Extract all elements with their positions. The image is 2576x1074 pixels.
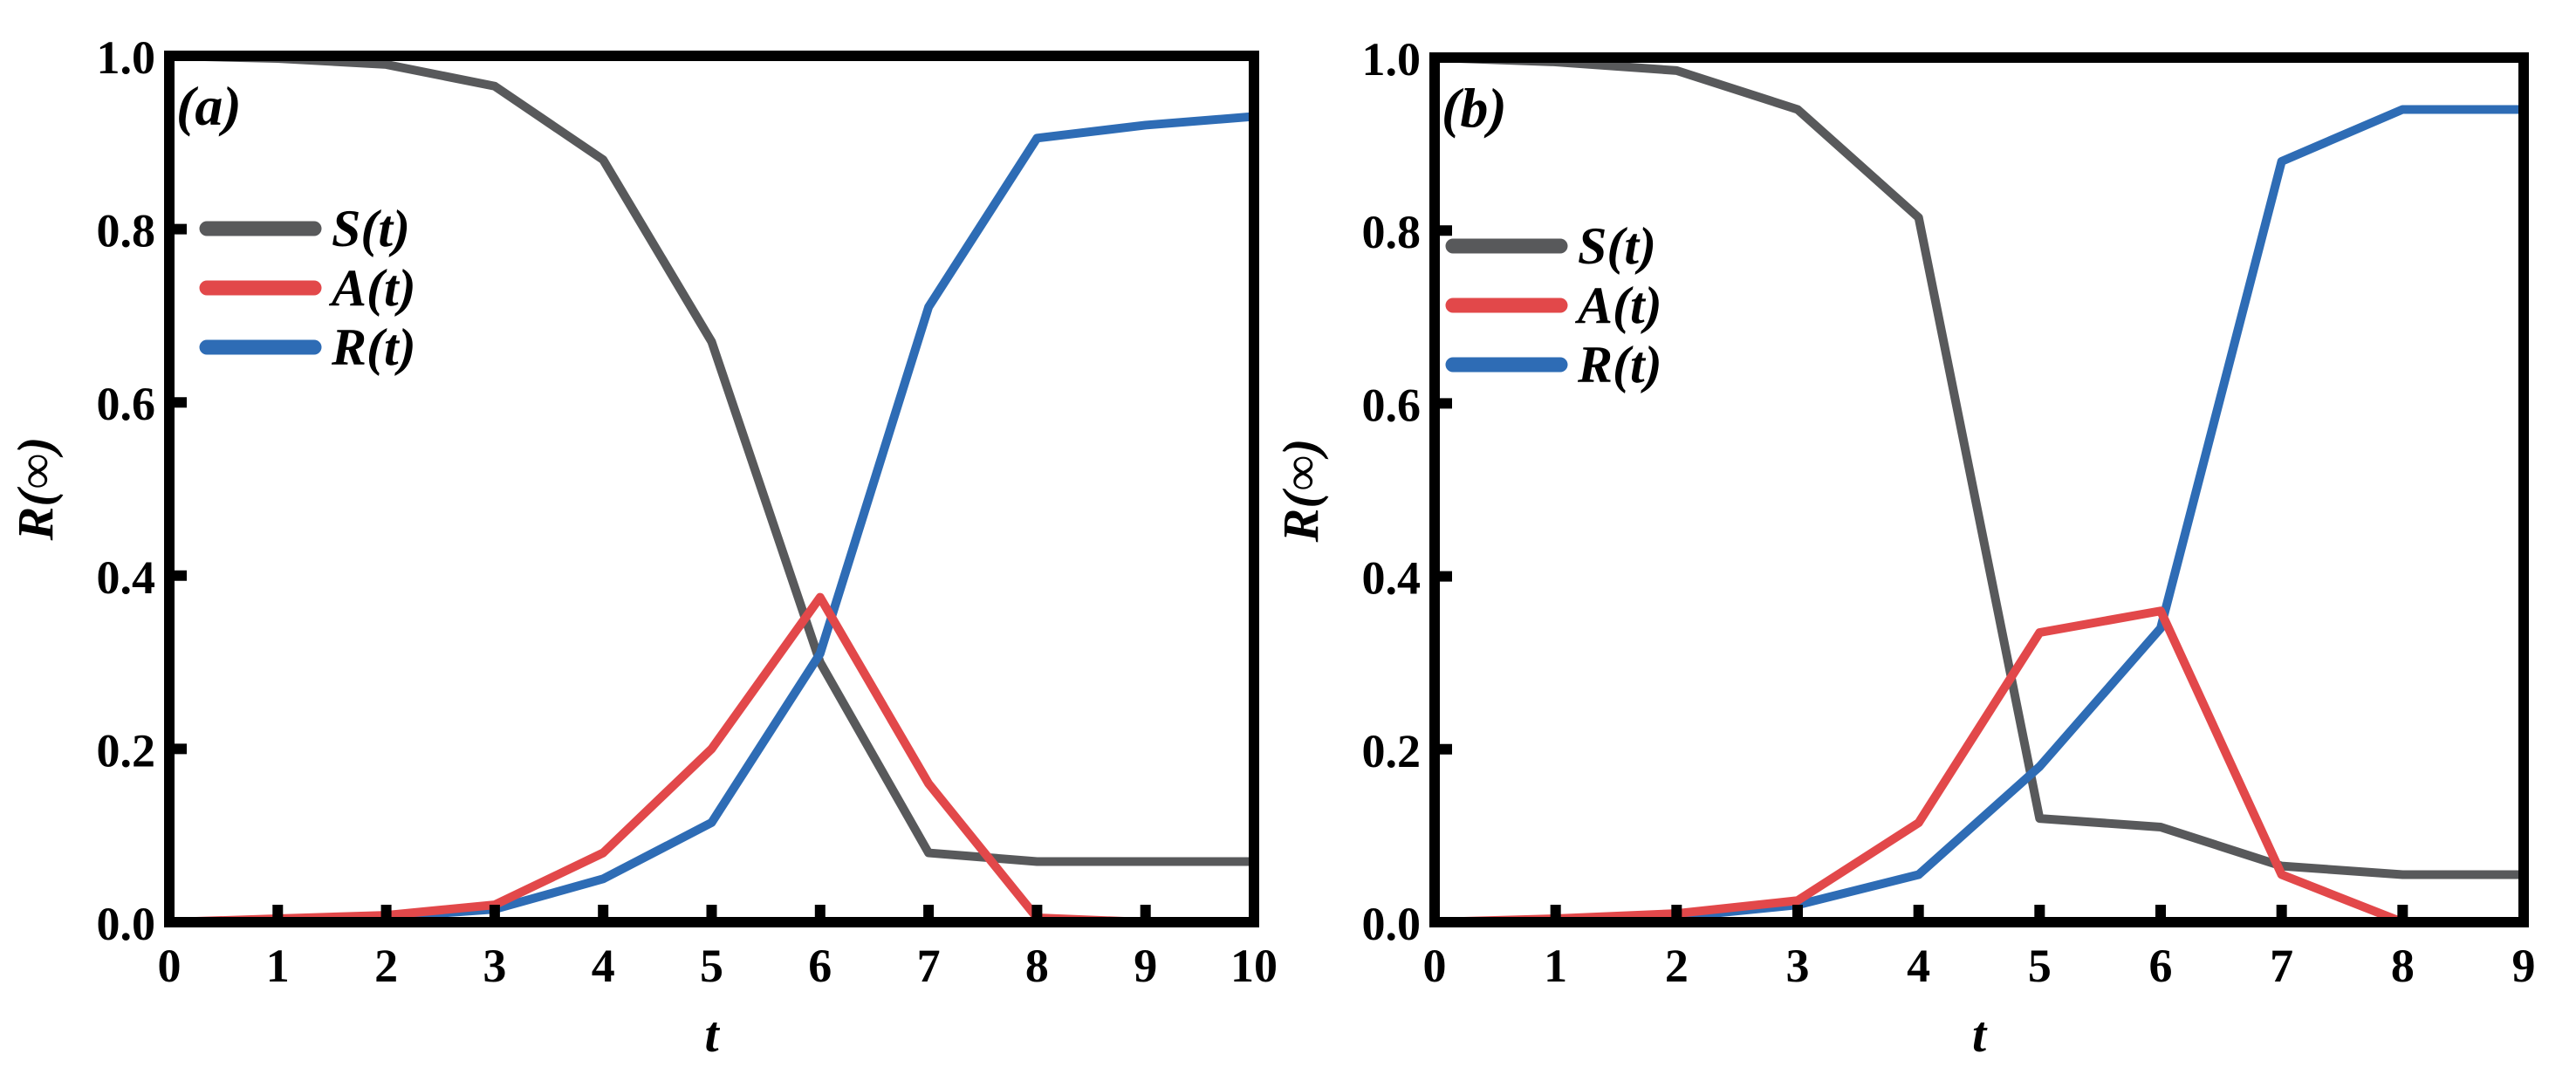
svg-text:t: t (1972, 1006, 1988, 1063)
svg-text:6: 6 (808, 940, 832, 992)
svg-text:R(∞): R(∞) (7, 437, 64, 542)
svg-text:0.6: 0.6 (1362, 379, 1422, 431)
svg-text:7: 7 (917, 940, 941, 992)
svg-text:S(t): S(t) (1578, 217, 1656, 275)
svg-text:9: 9 (1134, 940, 1157, 992)
svg-text:S(t): S(t) (332, 200, 410, 257)
svg-text:0.6: 0.6 (97, 378, 156, 430)
svg-text:0.8: 0.8 (97, 205, 156, 257)
svg-text:3: 3 (1786, 940, 1810, 992)
svg-text:3: 3 (483, 940, 506, 992)
svg-text:1: 1 (266, 940, 290, 992)
svg-text:5: 5 (2028, 940, 2052, 992)
svg-text:0.8: 0.8 (1362, 206, 1422, 258)
svg-text:0.4: 0.4 (1362, 552, 1422, 605)
svg-text:7: 7 (2270, 940, 2293, 992)
svg-text:0.2: 0.2 (1362, 725, 1422, 777)
svg-text:0.4: 0.4 (97, 551, 156, 604)
svg-text:(b): (b) (1442, 77, 1507, 139)
svg-text:0.2: 0.2 (97, 724, 156, 776)
svg-text:0.0: 0.0 (1362, 898, 1422, 950)
svg-text:(a): (a) (176, 75, 242, 137)
svg-text:0: 0 (1423, 940, 1447, 992)
svg-text:4: 4 (1907, 940, 1930, 992)
svg-text:5: 5 (700, 940, 723, 992)
svg-text:R(t): R(t) (331, 318, 416, 376)
svg-text:A(t): A(t) (1574, 277, 1662, 334)
svg-text:1.0: 1.0 (1362, 33, 1422, 86)
svg-text:R(t): R(t) (1577, 336, 1662, 393)
svg-text:R(∞): R(∞) (1272, 439, 1329, 544)
svg-text:0: 0 (158, 940, 182, 992)
svg-text:1: 1 (1544, 940, 1567, 992)
svg-text:1.0: 1.0 (97, 31, 156, 84)
svg-text:6: 6 (2149, 940, 2173, 992)
svg-text:8: 8 (1025, 940, 1049, 992)
svg-text:t: t (704, 1006, 720, 1063)
svg-text:9: 9 (2512, 940, 2536, 992)
svg-text:8: 8 (2391, 940, 2415, 992)
svg-text:0.0: 0.0 (97, 898, 156, 950)
svg-text:2: 2 (374, 940, 398, 992)
svg-text:A(t): A(t) (328, 259, 416, 317)
svg-text:4: 4 (592, 940, 615, 992)
svg-text:10: 10 (1230, 940, 1278, 992)
svg-text:2: 2 (1665, 940, 1689, 992)
